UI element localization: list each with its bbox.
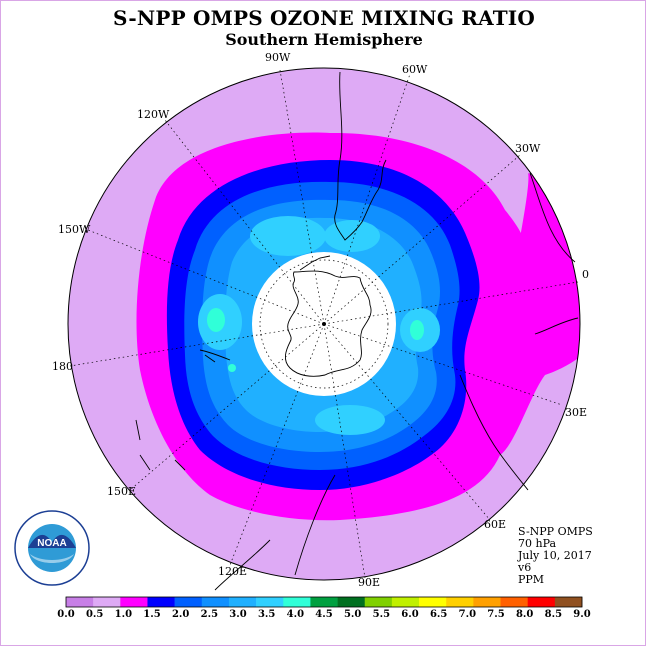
colorbar-tick-label: 6.5: [430, 609, 447, 620]
colorbar-swatch: [66, 597, 94, 607]
meridian-30e: [323, 323, 563, 406]
noaa-logo: NOAA: [14, 510, 90, 586]
contour-band-4.0-4.5: [410, 320, 424, 340]
colorbar-swatch: [256, 597, 284, 607]
colorbar-tick-label: 7.5: [487, 609, 504, 620]
lon-label-90e: 90E: [358, 576, 380, 589]
colorbar-swatch: [337, 597, 366, 607]
colorbar-swatch: [500, 597, 528, 607]
antarctic-peninsula-coastline: [299, 255, 331, 271]
colorbar-tick-label: 4.0: [287, 609, 304, 620]
colorbar-tick-label: 1.0: [115, 609, 132, 620]
info-pressure-level: 70 hPa: [518, 537, 557, 550]
latitude-circle-80s: [259, 259, 389, 389]
meridian-150w: [87, 229, 325, 325]
coastlines: [135, 71, 579, 591]
colorbar-tick-label: 3.0: [229, 609, 246, 620]
lon-label-120w: 120W: [137, 108, 170, 121]
lon-label-120e: 120E: [218, 565, 247, 578]
colorbar-swatch: [364, 597, 393, 607]
meridian-150e: [129, 323, 325, 491]
colorbar-tick-label: 9.0: [573, 609, 590, 620]
map-subtitle: Southern Hemisphere: [225, 30, 423, 49]
south-pole-marker: [322, 322, 326, 326]
south-america-coastline: [334, 71, 387, 241]
lon-label-150e: 150E: [107, 485, 136, 498]
lon-label-30w: 30W: [515, 142, 541, 155]
colorbar-tick-label: 6.0: [401, 609, 418, 620]
lon-label-150w: 150W: [58, 223, 91, 236]
lon-label-90w: 90W: [265, 51, 291, 64]
colorbar-swatch: [120, 597, 148, 607]
noaa-logo-text: NOAA: [37, 538, 66, 549]
info-instrument: S-NPP OMPS: [518, 525, 593, 538]
info-version: v6: [518, 561, 532, 574]
colorbar-swatch: [93, 597, 121, 607]
colorbar-swatch: [527, 597, 556, 607]
colorbar-tick-label: 8.5: [545, 609, 562, 620]
info-date: July 10, 2017: [518, 549, 592, 562]
lon-label-60w: 60W: [402, 63, 428, 76]
contour-band-4.0-4.5: [228, 364, 236, 372]
lon-label-30e: 30E: [565, 406, 587, 419]
lon-label-60e: 60E: [484, 518, 506, 531]
colorbar-tick-label: 8.0: [516, 609, 533, 620]
colorbar-swatch: [391, 597, 420, 607]
colorbar-swatch: [283, 597, 311, 607]
longitude-labels: 90W 60W 30W 0 30E 60E 90E 120E 150E 180 …: [52, 51, 589, 589]
indian-ocean-coastline: [459, 374, 529, 491]
antarctica-coastline: [284, 270, 372, 377]
australia-coastline: [214, 474, 336, 591]
contour-band-3.5-4.0: [250, 216, 326, 256]
colorbar-swatch: [446, 597, 474, 607]
colorbar-swatch: [473, 597, 501, 607]
colorbar-tick-label: 2.5: [201, 609, 218, 620]
lon-label-0: 0: [582, 268, 589, 281]
colorbar-tick-label: 0.5: [86, 609, 103, 620]
lon-label-180: 180: [52, 360, 73, 373]
graticule: [69, 69, 579, 579]
contour-band-3.5-4.0: [324, 220, 380, 252]
colorbar-tick-label: 7.0: [459, 609, 476, 620]
colorbar-frame: [65, 596, 583, 608]
colorbar-swatch: [310, 597, 338, 607]
colorbar-swatch: [228, 597, 257, 607]
contour-band-4.0-4.5: [207, 308, 225, 332]
colorbar-tick-label: 5.5: [373, 609, 390, 620]
colorbar: 0.0 0.5 1.0 1.5 2.0 2.5 3.0 3.5 4.0 4.5 5.0 5.5 6.0 6…: [57, 596, 591, 620]
contour-band-3.5-4.0: [315, 405, 385, 435]
colorbar-swatch: [419, 597, 447, 607]
colorbar-tick-label: 3.5: [258, 609, 275, 620]
africa-coastline: [529, 172, 579, 335]
colorbar-swatch: [201, 597, 230, 607]
map-boundary: [67, 67, 581, 581]
colorbar-tick-label: 4.5: [315, 609, 332, 620]
colorbar-tick-label: 2.0: [172, 609, 189, 620]
new-zealand-islands: [135, 349, 231, 471]
colorbar-swatch: [554, 597, 583, 607]
info-units: PPM: [518, 573, 545, 586]
map-title: S-NPP OMPS OZONE MIXING RATIO: [113, 6, 535, 30]
colorbar-tick-label: 0.0: [57, 609, 74, 620]
colorbar-tick-label: 5.0: [344, 609, 361, 620]
colorbar-swatch: [147, 597, 175, 607]
colorbar-tick-label: 1.5: [143, 609, 160, 620]
colorbar-swatch: [174, 597, 203, 607]
